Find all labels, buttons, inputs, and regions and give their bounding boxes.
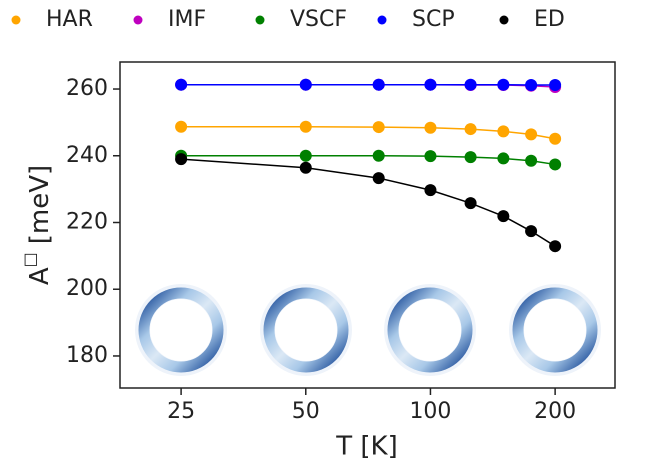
data-point bbox=[372, 78, 385, 91]
data-point bbox=[497, 210, 510, 223]
data-point bbox=[424, 150, 437, 163]
data-point bbox=[525, 128, 538, 141]
x-tick-label: 50 bbox=[292, 399, 320, 424]
legend-label: SCP bbox=[412, 7, 455, 32]
data-point bbox=[424, 184, 437, 197]
ring-image bbox=[260, 284, 352, 376]
x-axis-label: T [K] bbox=[335, 432, 397, 462]
data-point bbox=[464, 78, 477, 91]
legend-marker bbox=[11, 15, 21, 25]
data-point bbox=[525, 154, 538, 167]
data-point bbox=[372, 149, 385, 162]
inset-images bbox=[135, 284, 601, 376]
y-tick-label: 180 bbox=[66, 343, 108, 368]
data-point bbox=[299, 120, 312, 133]
data-point bbox=[424, 121, 437, 134]
data-point bbox=[549, 132, 562, 145]
legend-label: ED bbox=[534, 7, 565, 32]
data-point bbox=[175, 153, 188, 166]
data-point bbox=[175, 78, 188, 91]
data-point bbox=[372, 121, 385, 134]
data-point bbox=[549, 79, 562, 92]
data-point bbox=[549, 158, 562, 171]
plot-frame bbox=[119, 61, 616, 389]
data-point bbox=[525, 225, 538, 238]
y-label-sup: □ bbox=[20, 252, 39, 267]
data-point bbox=[175, 120, 188, 133]
data-point bbox=[299, 149, 312, 162]
data-point bbox=[299, 161, 312, 174]
ring-image bbox=[509, 284, 601, 376]
data-point bbox=[525, 79, 538, 92]
legend-label: IMF bbox=[168, 7, 206, 32]
y-tick-label: 260 bbox=[66, 76, 108, 101]
ring-image bbox=[384, 284, 476, 376]
data-point bbox=[464, 123, 477, 136]
legend-label: VSCF bbox=[290, 7, 347, 32]
x-tick-label: 200 bbox=[534, 399, 576, 424]
data-point bbox=[372, 172, 385, 185]
legend-marker bbox=[255, 15, 265, 25]
x-tick-label: 25 bbox=[167, 399, 195, 424]
data-point bbox=[497, 152, 510, 165]
y-label-base: A bbox=[25, 267, 55, 285]
x-tick-label: 100 bbox=[409, 399, 451, 424]
legend-marker bbox=[377, 15, 387, 25]
data-point bbox=[497, 78, 510, 91]
series-line bbox=[181, 158, 556, 247]
data-point bbox=[464, 151, 477, 164]
data-point bbox=[549, 240, 562, 253]
y-tick-label: 240 bbox=[66, 143, 108, 168]
y-tick-label: 220 bbox=[66, 209, 108, 234]
y-axis-label: A□ [meV] bbox=[20, 165, 55, 285]
data-point bbox=[424, 78, 437, 91]
y-tick-label: 200 bbox=[66, 276, 108, 301]
legend-marker bbox=[133, 15, 143, 25]
legend-marker bbox=[499, 15, 509, 25]
y-label-unit: [meV] bbox=[25, 165, 55, 244]
data-point bbox=[299, 78, 312, 91]
data-point bbox=[464, 197, 477, 210]
data-point bbox=[497, 125, 510, 138]
legend-label: HAR bbox=[46, 7, 93, 32]
ring-image bbox=[135, 284, 227, 376]
